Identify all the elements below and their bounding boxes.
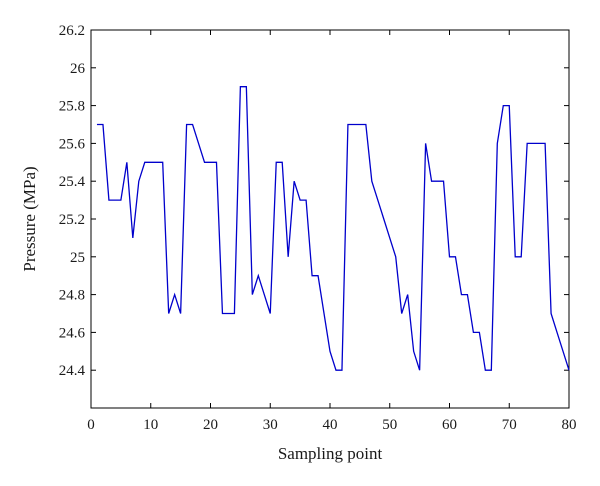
x-tick-label: 10 xyxy=(143,417,158,433)
x-tick-label: 70 xyxy=(502,417,517,433)
y-tick-label: 26.2 xyxy=(59,23,85,39)
x-tick-label: 80 xyxy=(562,417,577,433)
y-tick-label: 25.8 xyxy=(59,99,85,115)
y-tick-label: 26 xyxy=(70,61,86,77)
y-tick-label: 25 xyxy=(70,250,85,266)
x-axis-label: Sampling point xyxy=(278,444,383,463)
y-tick-label: 25.6 xyxy=(59,136,86,152)
y-tick-label: 24.4 xyxy=(59,363,86,379)
x-axis-ticks: 0 10 20 30 40 50 60 70 80 xyxy=(87,30,577,433)
x-tick-label: 0 xyxy=(87,417,95,433)
y-axis-ticks: 24.4 24.6 24.8 25 25.2 25.4 25.6 25.8 26 26.2 xyxy=(59,23,569,379)
x-tick-label: 60 xyxy=(442,417,457,433)
x-tick-label: 30 xyxy=(263,417,278,433)
y-tick-label: 24.8 xyxy=(59,288,85,304)
y-tick-label: 25.4 xyxy=(59,174,86,190)
x-tick-label: 50 xyxy=(382,417,397,433)
y-tick-label: 24.6 xyxy=(59,325,86,341)
y-axis-label: Pressure (MPa) xyxy=(20,166,39,271)
series-line xyxy=(96,86,570,371)
x-tick-label: 40 xyxy=(323,417,338,433)
y-tick-label: 25.2 xyxy=(59,212,85,228)
x-tick-label: 20 xyxy=(203,417,218,433)
